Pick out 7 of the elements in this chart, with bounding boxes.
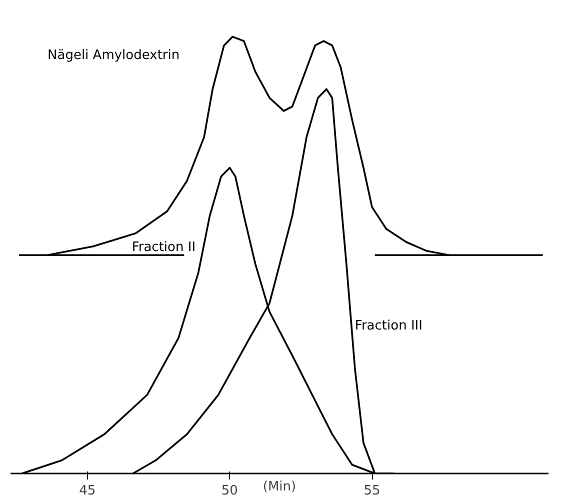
text: Nägeli Amylodextrin xyxy=(48,48,180,63)
series-label: Fraction III xyxy=(354,318,422,334)
x-tick-label: 50 xyxy=(221,484,238,497)
x-axis-title: (Min) xyxy=(262,480,296,494)
x-tick-label: 45 xyxy=(79,484,96,497)
x-tick-label: 55 xyxy=(364,484,380,497)
series-label: Fraction II xyxy=(132,240,196,256)
